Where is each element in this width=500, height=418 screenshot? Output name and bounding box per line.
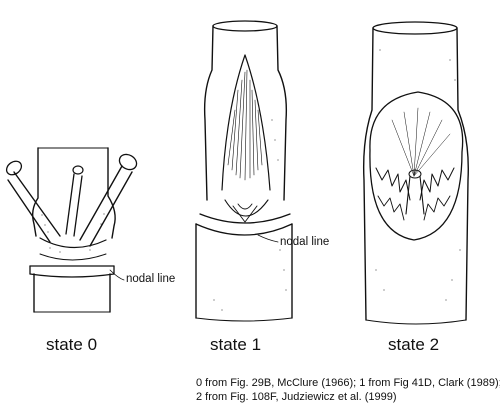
state-1-label: state 1 [210, 335, 261, 355]
state-1-nodal-line-label: nodal line [280, 236, 329, 248]
bud-hairs [228, 70, 262, 180]
state-2-drawing [364, 22, 469, 324]
state-0-nodal-line-label: nodal line [126, 273, 175, 285]
caption-line-2: 2 from Fig. 108F, Judziewicz et al. (199… [196, 390, 500, 404]
figure-caption: 0 from Fig. 29B, McClure (1966); 1 from … [196, 376, 500, 404]
state-0-stipple [41, 213, 104, 252]
central-branch [66, 174, 82, 236]
state-0-drawing [4, 148, 139, 312]
state-0-label: state 0 [46, 335, 97, 355]
caption-line-1: 0 from Fig. 29B, McClure (1966); 1 from … [196, 376, 500, 390]
state-1-callout-leader [258, 235, 278, 242]
state-2-label: state 2 [388, 335, 439, 355]
cavity-rays [392, 108, 450, 176]
right-branch [80, 166, 132, 246]
state-0-callout-leader [110, 270, 124, 280]
state-2-stipple [375, 49, 460, 300]
state-1-drawing [196, 21, 292, 321]
